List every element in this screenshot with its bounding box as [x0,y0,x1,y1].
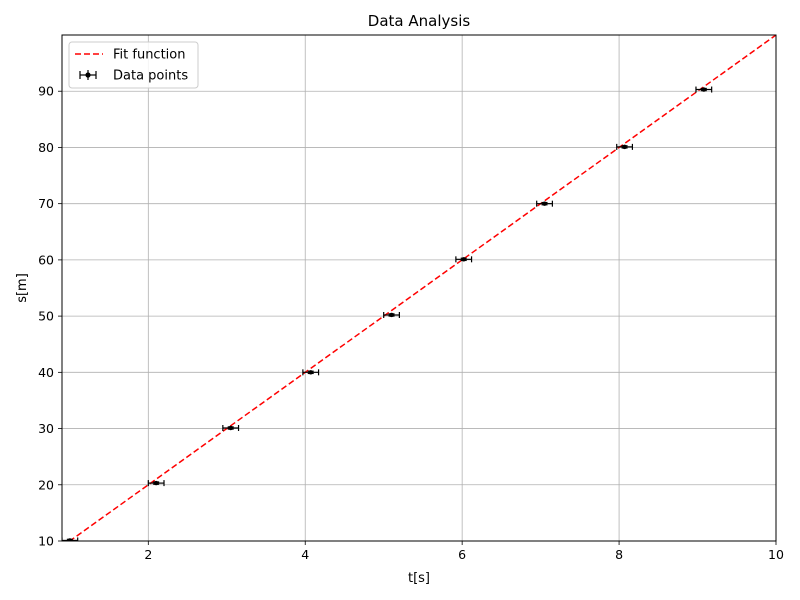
legend-box [68,41,199,89]
data-point [302,369,320,376]
y-tick-label: 60 [38,252,54,267]
legend-point-marker [85,72,91,78]
y-axis-label: s[m] [15,273,30,303]
legend-label: Fit function [113,48,185,63]
data-point [383,311,400,318]
ticks: 2 4 6 8 10 10 20 30 40 50 60 70 80 90 [38,84,784,562]
data-point [455,256,473,263]
legend-label: Data points [113,69,188,84]
x-axis-label: t[s] [408,571,430,586]
data-point-marker [153,480,159,486]
x-tick-label: 2 [144,547,152,562]
y-tick-label: 20 [38,477,54,492]
legend: Fit function Data points [68,41,199,89]
data-point-marker [542,201,547,206]
x-tick-label: 4 [301,547,309,562]
data-point [536,200,553,207]
data-point-marker [622,144,627,150]
y-tick-label: 80 [38,140,54,155]
data-point [62,537,79,541]
y-tick-label: 90 [38,84,54,99]
data-point-marker [308,370,313,375]
data-point-marker [228,425,233,431]
data-point-marker [701,87,707,92]
y-tick-label: 10 [38,534,54,549]
data-point [147,480,165,487]
y-tick-label: 40 [38,365,54,380]
plot-content [62,35,776,541]
y-tick-label: 70 [38,196,54,211]
y-tick-label: 30 [38,421,54,436]
data-point [616,143,634,150]
x-tick-label: 8 [615,547,623,562]
plot-area [62,35,776,541]
fit-function-line [68,35,776,541]
y-tick-label: 50 [38,309,54,324]
chart-title: Data Analysis [368,12,471,30]
axes-frame [61,34,777,542]
data-point-marker [461,257,466,262]
x-tick-label: 6 [458,547,466,562]
data-point [222,424,240,431]
data-point-marker [389,312,394,318]
data-point [695,86,713,93]
x-tick-label: 10 [768,547,784,562]
data-point-marker [67,538,73,541]
